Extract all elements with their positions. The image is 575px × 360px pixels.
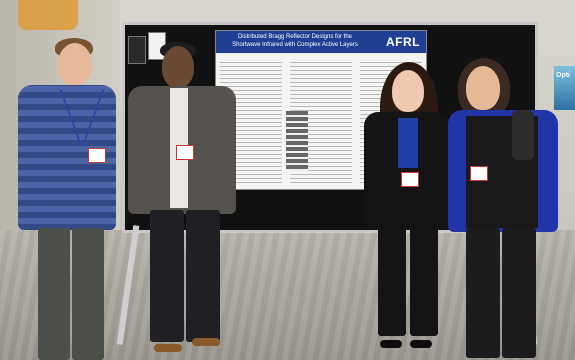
backpack-strap (512, 110, 534, 160)
poster-title-line1: Distributed Bragg Reflector Designs for … (237, 34, 353, 40)
head (392, 70, 424, 112)
shoe (154, 344, 182, 352)
head (466, 66, 500, 110)
name-badge (470, 166, 488, 181)
ceiling-light (18, 0, 78, 30)
side-banner (554, 66, 575, 110)
trouser-leg (378, 224, 406, 336)
shoe (192, 338, 220, 346)
afrl-logo: AFRL (386, 35, 420, 49)
trouser-leg (186, 210, 220, 342)
trouser-leg (502, 228, 536, 358)
side-banner-text: Opti (556, 72, 570, 79)
name-badge (401, 172, 419, 187)
note-card-dark (128, 36, 146, 64)
name-badge (176, 145, 194, 160)
poster-title-line2: Shortwave Infrared with Complex Active L… (232, 42, 358, 48)
poster-title: Distributed Bragg Reflector Designs for … (220, 33, 370, 49)
head (162, 46, 194, 88)
shoe (380, 340, 402, 348)
head (58, 43, 92, 85)
trouser-leg (72, 228, 104, 360)
trouser-leg (410, 224, 438, 336)
trouser-leg (466, 228, 500, 358)
poster-figure (286, 111, 308, 171)
shoe (410, 340, 432, 348)
trouser-leg (38, 228, 70, 360)
name-badge (88, 148, 106, 163)
poster-header: Distributed Bragg Reflector Designs for … (216, 31, 426, 53)
trouser-leg (150, 210, 184, 342)
blue-top (398, 118, 418, 168)
